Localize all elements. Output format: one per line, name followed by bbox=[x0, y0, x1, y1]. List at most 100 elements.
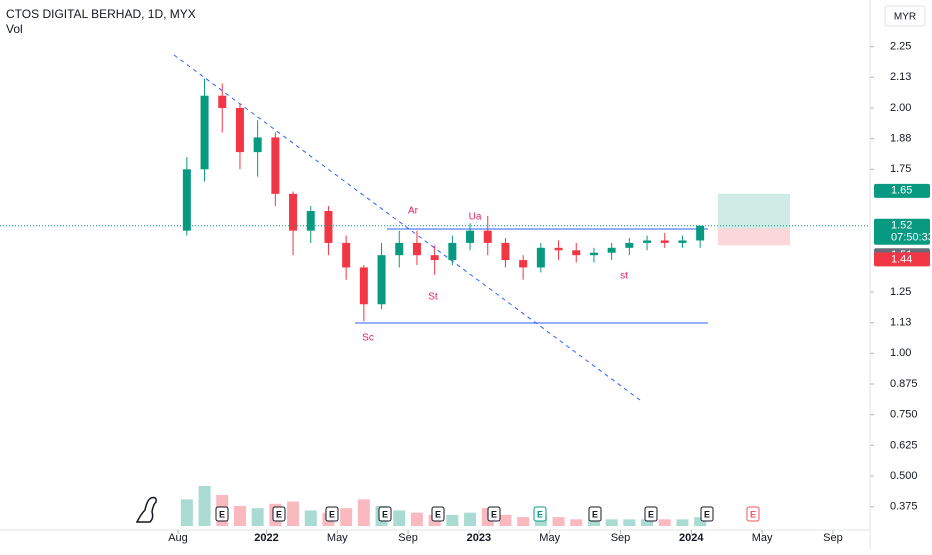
volume-bar bbox=[587, 519, 600, 526]
candle-body bbox=[625, 242, 634, 248]
earnings-label: E bbox=[276, 509, 282, 519]
earnings-label: E bbox=[537, 509, 543, 519]
earnings-label: E bbox=[750, 509, 756, 519]
candle-body bbox=[554, 247, 563, 251]
earnings-icon[interactable] bbox=[746, 506, 760, 522]
y-tick-label: 2.13 bbox=[890, 71, 911, 83]
candle-body bbox=[218, 95, 227, 108]
y-tick-label: 1.13 bbox=[890, 317, 911, 329]
trend-line bbox=[173, 54, 641, 401]
volume-bar bbox=[676, 519, 689, 526]
logo bbox=[135, 496, 157, 523]
candle-body bbox=[395, 242, 404, 256]
candle-body bbox=[182, 169, 191, 231]
volume-bar bbox=[605, 519, 618, 526]
candle-body bbox=[235, 107, 244, 153]
y-tick-label: 1.75 bbox=[890, 163, 911, 175]
earnings-icon[interactable] bbox=[431, 506, 445, 522]
earnings-icon[interactable] bbox=[487, 506, 501, 522]
y-tick-label: 0.500 bbox=[890, 470, 918, 482]
volume-bar bbox=[552, 517, 565, 526]
currency: MYR bbox=[894, 12, 916, 23]
candle-body bbox=[536, 247, 545, 268]
candle-body bbox=[430, 255, 439, 261]
x-tick-label: 2024 bbox=[679, 532, 704, 544]
target-zone bbox=[718, 193, 790, 229]
candle-body bbox=[289, 193, 298, 231]
annotation: st bbox=[620, 271, 628, 282]
y-tick-label: 0.750 bbox=[890, 409, 918, 421]
y-tick-label: 0.375 bbox=[890, 501, 918, 513]
volume-bar bbox=[446, 514, 459, 526]
candle-body bbox=[607, 247, 616, 253]
currency-button[interactable] bbox=[884, 5, 926, 27]
price-marker bbox=[874, 252, 930, 267]
candle-body bbox=[572, 250, 581, 256]
volume-bar bbox=[287, 501, 300, 526]
x-tick-label: May bbox=[752, 532, 773, 544]
earnings-icon[interactable] bbox=[533, 506, 547, 522]
candle-body bbox=[589, 252, 598, 256]
earnings-label: E bbox=[435, 509, 441, 519]
y-tick-label: 0.625 bbox=[890, 439, 918, 451]
countdown: 07:50:33 bbox=[891, 232, 932, 244]
candle-body bbox=[678, 240, 687, 243]
earnings-icon[interactable] bbox=[215, 506, 229, 522]
candle-body bbox=[324, 211, 333, 243]
y-tick-label: 0.875 bbox=[890, 378, 918, 390]
annotation: Ar bbox=[408, 206, 419, 217]
volume-bar bbox=[658, 519, 671, 526]
earnings-icon[interactable] bbox=[272, 506, 286, 522]
earnings-label: E bbox=[329, 509, 335, 519]
earnings-icon[interactable] bbox=[700, 506, 714, 522]
candle-body bbox=[660, 240, 669, 243]
x-tick-label: Aug bbox=[168, 532, 188, 544]
y-tick-label: 1.00 bbox=[890, 347, 911, 359]
volume-bar bbox=[357, 499, 370, 526]
volume-bar bbox=[251, 508, 264, 526]
volume-label: Vol bbox=[6, 22, 23, 36]
volume-bar bbox=[340, 508, 353, 526]
volume-bar bbox=[499, 514, 512, 526]
candle-body bbox=[643, 240, 652, 243]
candle-body bbox=[306, 211, 315, 231]
x-tick-label: Sep bbox=[823, 532, 843, 544]
volume-bar bbox=[517, 517, 530, 526]
earnings-icon[interactable] bbox=[325, 506, 339, 522]
candle-body bbox=[448, 242, 457, 261]
earnings-label: E bbox=[704, 509, 710, 519]
candle-body bbox=[483, 230, 492, 243]
earnings-icon[interactable] bbox=[588, 506, 602, 522]
candle-body bbox=[466, 230, 475, 243]
price-marker bbox=[874, 218, 930, 245]
volume-bar bbox=[198, 486, 211, 526]
candle-body bbox=[519, 260, 528, 268]
candle-body bbox=[200, 95, 209, 170]
y-tick-label: 2.25 bbox=[890, 41, 911, 53]
earnings-icon[interactable] bbox=[644, 506, 658, 522]
candle-body bbox=[342, 242, 351, 268]
price-marker bbox=[874, 183, 930, 198]
x-tick-label: 2023 bbox=[467, 532, 491, 544]
price-marker-label: 1.44 bbox=[891, 253, 912, 265]
x-tick-label: Sep bbox=[611, 532, 631, 544]
earnings-label: E bbox=[592, 509, 598, 519]
candle-body bbox=[696, 225, 705, 241]
candle-body bbox=[253, 137, 262, 153]
volume-bar bbox=[464, 512, 477, 526]
price-marker-label: 1.65 bbox=[891, 185, 912, 197]
y-tick-label: 1.25 bbox=[890, 286, 911, 298]
chart-title: CTOS DIGITAL BERHAD, 1D, MYX bbox=[6, 7, 196, 21]
volume-bar bbox=[570, 519, 583, 526]
x-tick-label: May bbox=[539, 532, 560, 544]
volume-bar bbox=[641, 519, 654, 526]
candle-body bbox=[377, 255, 386, 305]
earnings-icon[interactable] bbox=[378, 506, 392, 522]
volume-bar bbox=[694, 517, 707, 526]
volume-bar bbox=[623, 519, 636, 526]
y-tick-label: 1.88 bbox=[890, 133, 911, 145]
x-tick-label: 2022 bbox=[254, 532, 278, 544]
volume-bar bbox=[410, 512, 423, 526]
candle-body bbox=[271, 137, 280, 194]
volume-bar bbox=[393, 510, 406, 526]
